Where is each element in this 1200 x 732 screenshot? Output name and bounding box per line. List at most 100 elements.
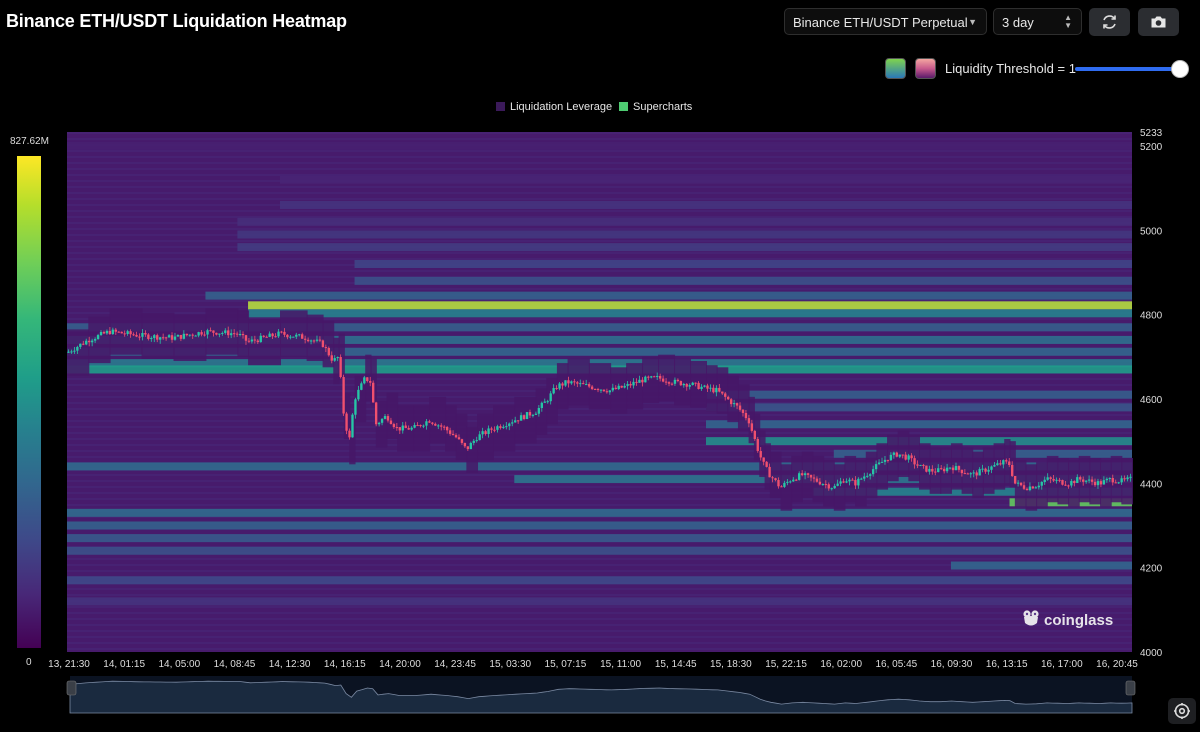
cleared-zone <box>1110 455 1123 503</box>
x-axis-tick-label: 14, 01:15 <box>103 659 145 670</box>
cleared-zone <box>727 375 739 423</box>
candle-body <box>697 382 700 390</box>
heat-band <box>280 200 1132 209</box>
candle-body <box>1022 485 1026 489</box>
heat-texture-line <box>67 162 1132 164</box>
camera-icon <box>1151 16 1166 28</box>
candle-body <box>957 466 961 470</box>
candle-body <box>1064 484 1067 486</box>
candle-body <box>366 377 369 382</box>
candle-body <box>555 388 558 390</box>
heat-band <box>67 576 1132 585</box>
x-axis-tick-label: 14, 16:15 <box>324 659 366 670</box>
legend-item-liquidation-leverage[interactable]: Liquidation Leverage <box>496 101 612 113</box>
heat-band <box>67 546 1132 555</box>
candle-body <box>1031 486 1035 489</box>
legend-item-supercharts[interactable]: Supercharts <box>619 101 692 113</box>
candle-body <box>676 379 680 382</box>
candle-body <box>629 384 632 386</box>
cleared-zone <box>1004 439 1011 486</box>
refresh-button[interactable] <box>1089 8 1130 36</box>
candle-body <box>292 336 295 338</box>
candle-body <box>250 339 254 342</box>
candle-body <box>357 389 360 400</box>
heat-band <box>67 323 1132 332</box>
cleared-zone <box>844 455 857 503</box>
candle-body <box>1126 477 1129 480</box>
candle-body <box>747 418 751 424</box>
threshold-slider-handle[interactable] <box>1172 61 1188 77</box>
candle-body <box>348 430 351 438</box>
candle-body <box>360 383 363 390</box>
x-axis-tick-label: 15, 18:30 <box>710 659 752 670</box>
heat-texture-line <box>67 426 1132 428</box>
range-select[interactable]: 3 day ▲ ▼ <box>993 8 1082 35</box>
cleared-zone <box>477 413 494 461</box>
candle-body <box>238 334 242 336</box>
pair-select[interactable]: Binance ETH/USDT Perpetual ▼ <box>784 8 987 35</box>
candle-body <box>951 467 955 471</box>
candle-body <box>561 383 564 386</box>
candle-body <box>934 471 937 473</box>
candle-body <box>369 381 372 383</box>
candle-body <box>173 336 177 340</box>
updown-icon: ▲ ▼ <box>1064 13 1072 30</box>
cleared-zone <box>413 405 431 452</box>
candle-body <box>567 380 570 384</box>
cleared-zone <box>514 396 537 444</box>
cleared-zone <box>1009 441 1016 488</box>
heat-texture-line <box>67 564 1132 566</box>
screenshot-button[interactable] <box>1138 8 1179 36</box>
candle-body <box>620 385 623 388</box>
candle-body <box>505 426 508 428</box>
candle-body <box>863 476 866 479</box>
candle-body <box>534 413 538 415</box>
cleared-zone <box>887 434 899 482</box>
candle-body <box>644 376 647 383</box>
x-axis-tick-label: 16, 09:30 <box>931 659 973 670</box>
candle-body <box>197 332 200 336</box>
heat-band <box>354 260 1132 269</box>
candle-body <box>1099 481 1103 485</box>
candle-body <box>531 414 535 416</box>
threshold-slider-track[interactable] <box>1075 67 1178 71</box>
candle-body <box>718 387 721 392</box>
heat-texture-line <box>67 648 1132 650</box>
y-axis-tick-label: 4200 <box>1140 564 1163 575</box>
candle-body <box>253 339 257 341</box>
candle-body <box>809 474 813 478</box>
cleared-zone <box>338 333 345 380</box>
candle-body <box>188 334 191 336</box>
candle-body <box>700 386 703 390</box>
candle-body <box>215 332 218 335</box>
candle-body <box>871 469 875 475</box>
frog-icon <box>1023 610 1039 626</box>
candle-body <box>1016 482 1020 484</box>
candle-body <box>937 468 940 473</box>
heat-texture-line <box>67 570 1132 572</box>
candle-body <box>345 413 348 431</box>
candle-body <box>490 428 493 430</box>
candle-body <box>552 388 555 394</box>
heat-texture-line <box>67 504 1132 506</box>
candle-body <box>691 382 694 386</box>
candle-body <box>1070 481 1073 486</box>
cleared-zone <box>248 318 281 366</box>
candle-body <box>913 458 916 465</box>
candle-body <box>93 339 97 341</box>
chart-settings-button[interactable] <box>1168 698 1196 724</box>
cleared-zone <box>993 443 1006 490</box>
palette-magma-swatch[interactable] <box>915 58 936 79</box>
navigator-handle[interactable] <box>1125 680 1136 696</box>
candle-body <box>516 420 520 422</box>
candle-body <box>1049 477 1052 479</box>
candle-body <box>880 461 884 463</box>
heat-band <box>280 175 1132 184</box>
x-axis-tick-label: 13, 21:30 <box>48 659 90 670</box>
palette-viridis-swatch[interactable] <box>885 58 906 79</box>
heat-texture-line <box>67 438 1132 440</box>
cleared-zone <box>769 451 782 499</box>
navigator-handle[interactable] <box>66 680 77 696</box>
cleared-zone <box>546 377 558 425</box>
